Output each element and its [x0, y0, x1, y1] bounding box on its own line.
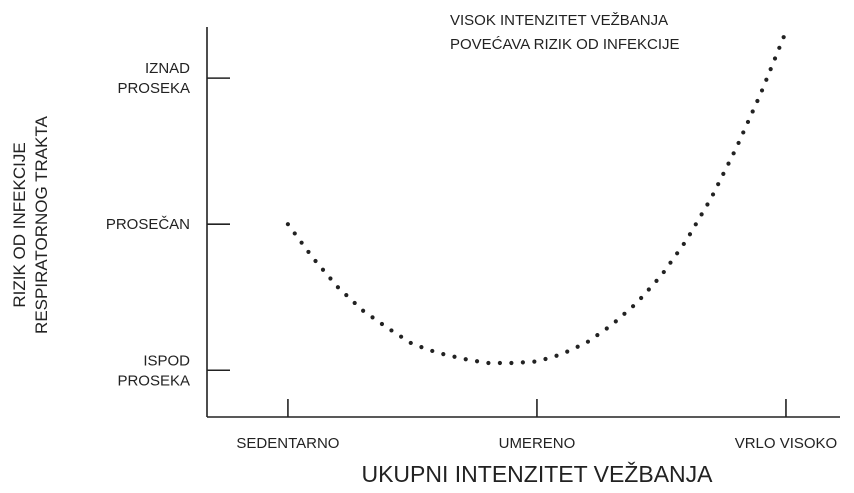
x-tick-label: UMERENO: [499, 435, 576, 452]
y-axis-title: RESPIRATORNOG TRAKTA: [32, 115, 51, 334]
annotation-line: VISOK INTENZITET VEŽBANJA: [450, 12, 668, 29]
x-axis-title: UKUPNI INTENZITET VEŽBANJA: [361, 461, 713, 487]
x-tick-label: VRLO VISOKO: [735, 435, 838, 452]
x-tick-label: SEDENTARNO: [236, 435, 339, 452]
y-tick-label: PROSEČAN: [106, 216, 190, 233]
dotted-curve: [285, 29, 789, 366]
y-tick-label: ISPOD PROSEKA: [117, 352, 190, 389]
y-tick-label: IZNAD PROSEKA: [117, 60, 190, 97]
annotation-line: POVEĆAVA RIZIK OD INFEKCIJE: [450, 36, 680, 53]
y-axis-title: RIZIK OD INFEKCIJE: [10, 142, 29, 307]
